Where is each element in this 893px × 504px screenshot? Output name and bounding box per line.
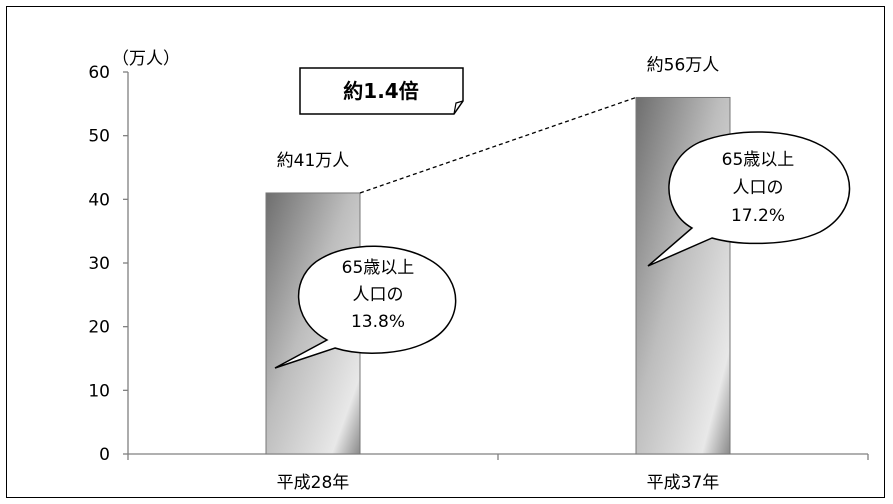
callout-1-line-1: 65歳以上 xyxy=(342,258,415,278)
x-tick-label: 平成28年 xyxy=(277,473,350,493)
bar-value-label: 約56万人 xyxy=(647,55,720,75)
callout-2: 65歳以上 人口の 17.2% xyxy=(647,131,851,267)
bar-value-label: 約41万人 xyxy=(277,151,350,171)
x-axis: 平成28年 平成37年 xyxy=(127,453,869,493)
callout-1: 65歳以上 人口の 13.8% xyxy=(274,245,457,369)
callout-2-line-1: 65歳以上 xyxy=(722,150,795,170)
y-tick-label: 20 xyxy=(88,318,110,338)
y-tick-label: 50 xyxy=(88,127,110,147)
y-tick-label: 30 xyxy=(88,254,110,274)
ratio-box: 約1.4倍 xyxy=(299,67,464,115)
callout-1-line-2: 人口の xyxy=(353,285,404,305)
callout-2-line-2: 人口の xyxy=(733,178,784,198)
y-axis: 0 10 20 30 40 50 60 xyxy=(88,63,129,465)
y-axis-label: （万人） xyxy=(112,49,180,69)
callout-1-line-3: 13.8% xyxy=(351,312,405,332)
y-tick-label: 10 xyxy=(88,381,110,401)
y-tick-label: 40 xyxy=(88,190,110,210)
y-tick-label: 60 xyxy=(88,63,110,83)
callout-2-line-3: 17.2% xyxy=(731,206,785,226)
chart-frame xyxy=(6,6,885,498)
x-tick-label: 平成37年 xyxy=(647,473,720,493)
y-tick-label: 0 xyxy=(99,445,110,465)
ratio-label: 約1.4倍 xyxy=(343,79,418,103)
